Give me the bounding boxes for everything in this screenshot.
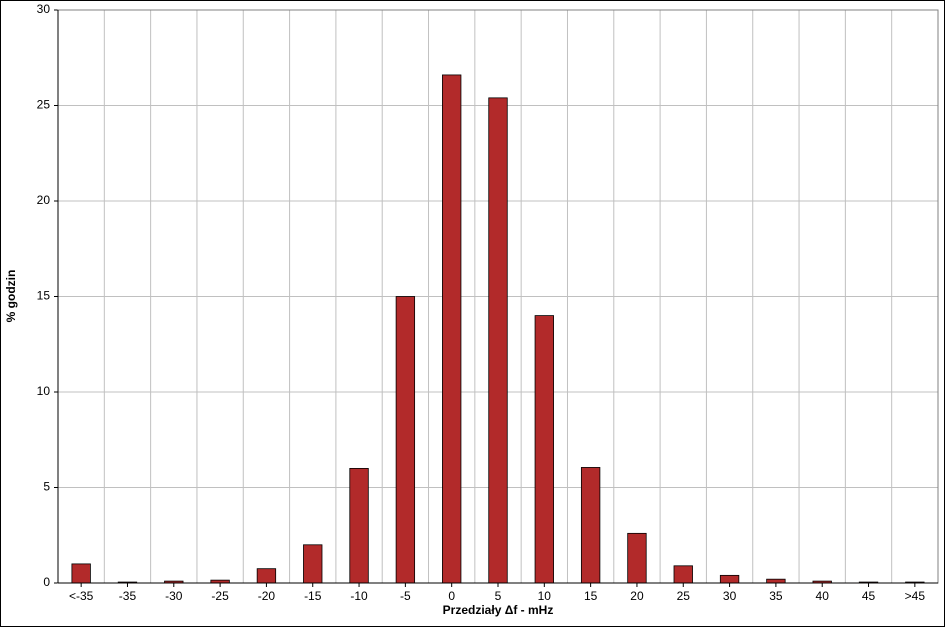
bar	[442, 74, 462, 584]
bar	[488, 97, 508, 584]
x-tick-label: 0	[448, 589, 455, 603]
x-tick-label: -5	[400, 589, 411, 603]
x-tick-label: -15	[304, 589, 322, 603]
x-tick-label: -20	[258, 589, 276, 603]
bar	[303, 544, 323, 584]
x-tick-label: <-35	[69, 589, 94, 603]
x-tick-label: 15	[584, 589, 598, 603]
bar	[719, 574, 740, 584]
y-tick-label: 20	[37, 193, 51, 207]
y-tick-label: 0	[43, 575, 50, 589]
bar	[580, 467, 601, 584]
x-tick-label: 45	[862, 589, 876, 603]
x-tick-label: 25	[677, 589, 691, 603]
x-tick-label: -10	[350, 589, 368, 603]
x-tick-label: >45	[905, 589, 926, 603]
bar	[395, 296, 416, 584]
y-tick-label: 30	[37, 2, 51, 16]
x-tick-label: 35	[769, 589, 783, 603]
y-tick-label: 10	[37, 384, 51, 398]
x-tick-label: -35	[119, 589, 137, 603]
x-tick-label: 20	[630, 589, 644, 603]
x-axis-title: Przedziały Δf - mHz	[443, 603, 554, 617]
y-tick-label: 5	[43, 480, 50, 494]
x-tick-label: 10	[538, 589, 552, 603]
y-axis-title: % godzin	[4, 270, 18, 323]
bar	[71, 563, 91, 584]
x-tick-label: -30	[165, 589, 183, 603]
x-tick-label: 40	[816, 589, 830, 603]
bar	[627, 532, 647, 584]
bar	[534, 315, 554, 584]
bar	[673, 565, 693, 584]
bar	[349, 467, 369, 584]
y-tick-label: 25	[37, 98, 51, 112]
bar	[766, 578, 786, 584]
x-tick-label: 5	[495, 589, 502, 603]
x-tick-label: -25	[211, 589, 229, 603]
x-tick-label: 30	[723, 589, 737, 603]
bar	[256, 568, 277, 584]
y-tick-label: 15	[37, 289, 51, 303]
